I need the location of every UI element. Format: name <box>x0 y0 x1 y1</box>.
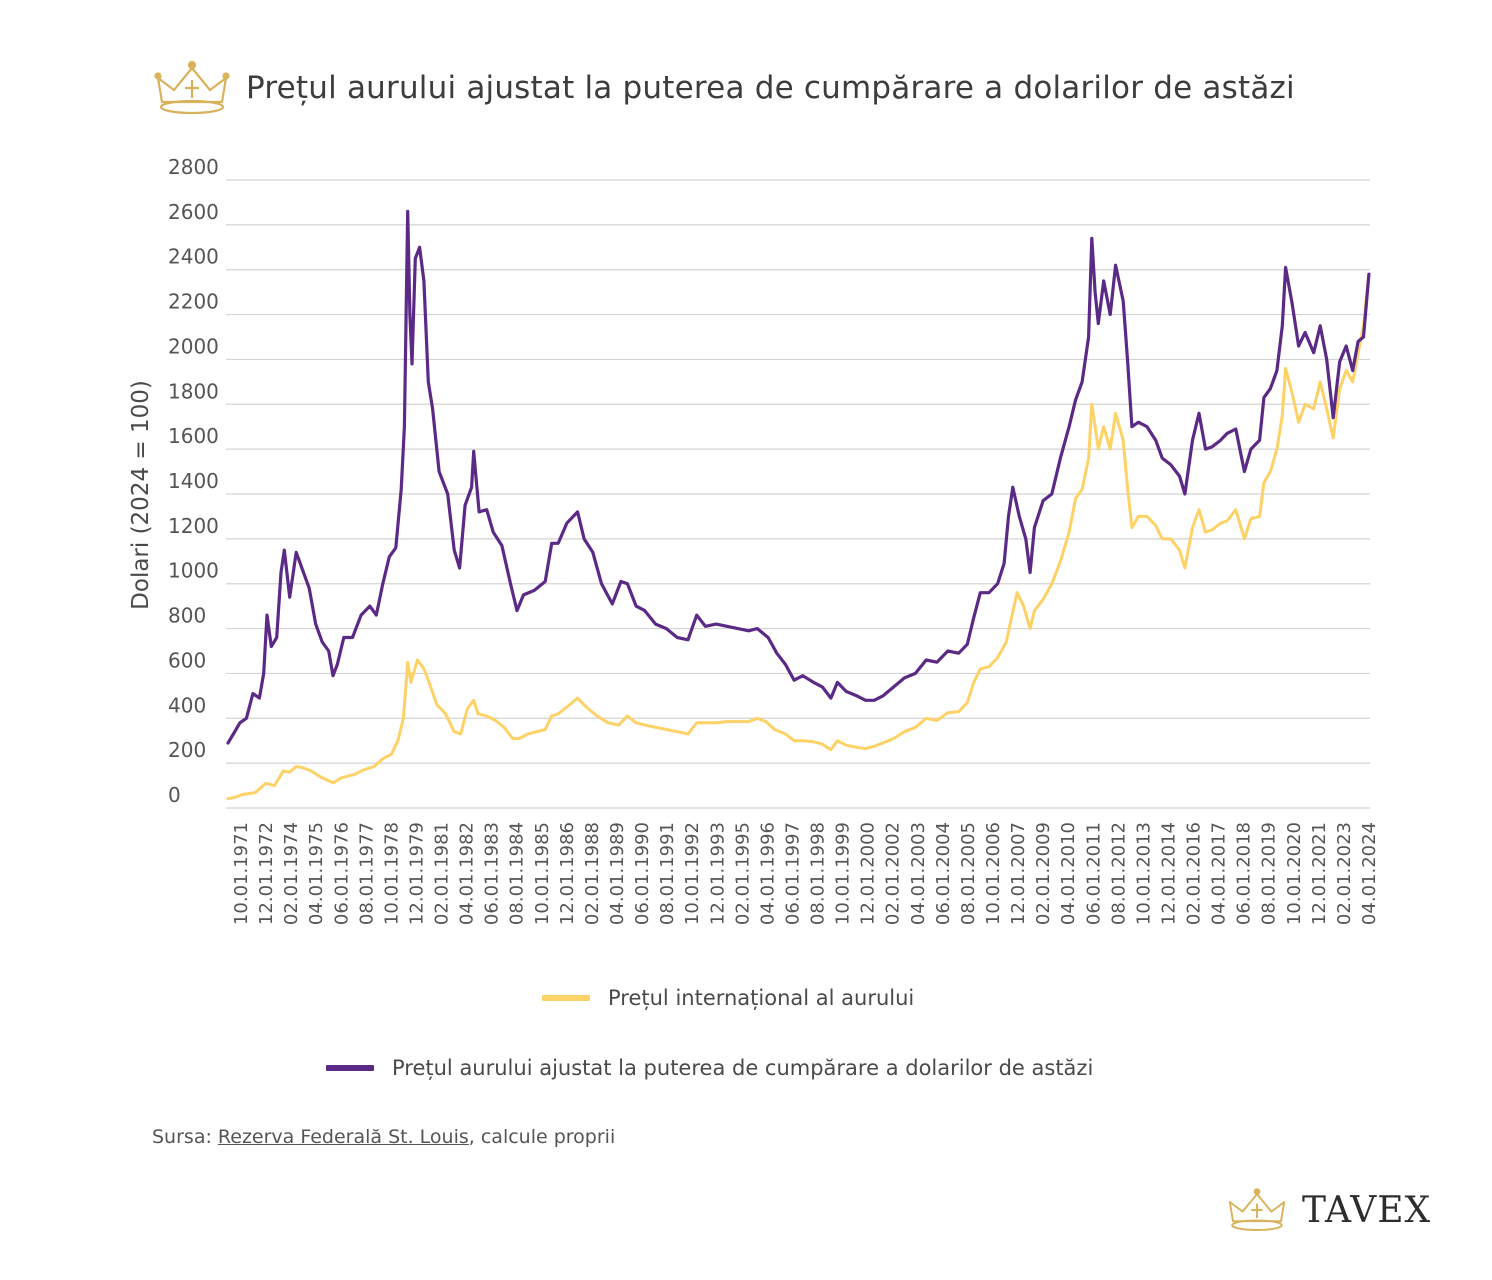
x-tick-label: 10.01.1978 <box>381 822 402 925</box>
x-tick-label: 10.01.1971 <box>231 822 252 925</box>
x-tick-label: 08.01.1984 <box>507 822 528 925</box>
source-suffix: , calcule proprii <box>468 1126 616 1148</box>
legend-item-adjusted-price: Prețul aurului ajustat la puterea de cum… <box>326 1056 1093 1080</box>
x-tick-label: 04.01.1989 <box>607 822 628 925</box>
y-tick-label: 2000 <box>168 334 219 358</box>
x-tick-label: 08.01.2005 <box>958 822 979 925</box>
x-tick-label: 10.01.1992 <box>682 822 703 925</box>
source-note: Sursa: Rezerva Federală St. Louis, calcu… <box>152 1126 615 1148</box>
series-line-international-price <box>226 272 1371 801</box>
x-tick-label: 02.01.2023 <box>1334 822 1355 925</box>
x-tick-label: 10.01.2020 <box>1284 822 1305 925</box>
brand-logo: TAVEX <box>1222 1186 1431 1234</box>
x-tick-label: 04.01.2010 <box>1058 822 1079 925</box>
x-tick-label: 06.01.2018 <box>1234 822 1255 925</box>
x-tick-label: 04.01.2017 <box>1209 822 1230 925</box>
y-tick-label: 1200 <box>168 514 219 538</box>
x-tick-label: 08.01.1991 <box>657 822 678 925</box>
y-tick-label: 400 <box>168 693 206 717</box>
chart-title: Prețul aurului ajustat la puterea de cum… <box>246 70 1295 106</box>
series-line-adjusted-price <box>226 209 1371 745</box>
x-tick-label: 04.01.1982 <box>457 822 478 925</box>
chart-lines <box>226 209 1371 801</box>
legend-item-international-price: Prețul internațional al aurului <box>542 986 914 1010</box>
legend-swatch-yellow <box>542 995 590 1001</box>
x-tick-label: 08.01.1977 <box>356 822 377 925</box>
x-tick-label: 06.01.2004 <box>933 822 954 925</box>
y-tick-label: 1600 <box>168 424 219 448</box>
y-tick-label: 1000 <box>168 559 219 583</box>
x-tick-label: 12.01.1986 <box>557 822 578 925</box>
x-tick-label: 06.01.1990 <box>632 822 653 925</box>
x-tick-label: 12.01.1972 <box>256 822 277 925</box>
x-tick-label: 10.01.2013 <box>1133 822 1154 925</box>
y-tick-label: 0 <box>168 783 181 807</box>
x-tick-label: 04.01.1996 <box>757 822 778 925</box>
x-axis-ticks: 10.01.1971 12.01.1972 02.01.1974 04.01.1975… <box>231 822 1380 925</box>
x-tick-label: 12.01.2000 <box>858 822 879 925</box>
chart-grid <box>226 179 1370 809</box>
x-tick-label: 02.01.2009 <box>1033 822 1054 925</box>
legend-swatch-purple <box>326 1065 374 1071</box>
x-tick-label: 12.01.2007 <box>1008 822 1029 925</box>
x-tick-label: 02.01.1981 <box>432 822 453 925</box>
source-prefix: Sursa: <box>152 1126 218 1148</box>
x-tick-label: 06.01.1997 <box>782 822 803 925</box>
x-tick-label: 12.01.1979 <box>406 822 427 925</box>
crown-icon <box>154 60 230 115</box>
x-tick-label: 02.01.2016 <box>1184 822 1205 925</box>
brand-name: TAVEX <box>1302 1189 1432 1231</box>
legend-label: Prețul internațional al aurului <box>608 986 915 1010</box>
x-tick-label: 10.01.1999 <box>833 822 854 925</box>
x-tick-label: 10.01.1985 <box>532 822 553 925</box>
y-tick-label: 200 <box>168 738 206 762</box>
x-tick-label: 06.01.1976 <box>331 822 352 925</box>
y-axis-label: Dolari (2024 = 100) <box>128 380 154 610</box>
y-axis-ticks: 0 200 400 600 800 1000 1200 1400 1600 1800 2000 220… <box>168 155 219 807</box>
x-tick-label: 08.01.2019 <box>1259 822 1280 925</box>
x-tick-label: 02.01.1974 <box>281 822 302 925</box>
crown-icon <box>1228 1188 1286 1231</box>
x-tick-label: 08.01.2012 <box>1108 822 1129 925</box>
x-tick-label: 12.01.1993 <box>707 822 728 925</box>
x-tick-label: 04.01.1975 <box>306 822 327 925</box>
x-tick-label: 02.01.2002 <box>883 822 904 925</box>
y-tick-label: 1800 <box>168 379 219 403</box>
x-tick-label: 06.01.1983 <box>482 822 503 925</box>
source-link[interactable]: Rezerva Federală St. Louis <box>217 1126 469 1148</box>
x-tick-label: 04.01.2024 <box>1359 822 1380 925</box>
x-tick-label: 08.01.1998 <box>808 822 829 925</box>
x-tick-label: 02.01.1995 <box>732 822 753 925</box>
x-tick-label: 12.01.2021 <box>1309 822 1330 925</box>
legend-label: Prețul aurului ajustat la puterea de cum… <box>392 1056 1094 1080</box>
y-tick-label: 2200 <box>168 290 219 314</box>
x-tick-label: 10.01.2006 <box>983 822 1004 925</box>
x-tick-label: 12.01.2014 <box>1158 822 1179 925</box>
x-tick-label: 02.01.1988 <box>582 822 603 925</box>
y-tick-label: 2600 <box>168 200 219 224</box>
y-tick-label: 600 <box>168 648 206 672</box>
y-tick-label: 1400 <box>168 469 219 493</box>
y-tick-label: 2800 <box>168 155 219 179</box>
x-tick-label: 06.01.2011 <box>1083 822 1104 925</box>
x-tick-label: 04.01.2003 <box>908 822 929 925</box>
y-tick-label: 2400 <box>168 245 219 269</box>
y-tick-label: 800 <box>168 604 206 628</box>
chart-header: Prețul aurului ajustat la puterea de cum… <box>152 58 1295 118</box>
